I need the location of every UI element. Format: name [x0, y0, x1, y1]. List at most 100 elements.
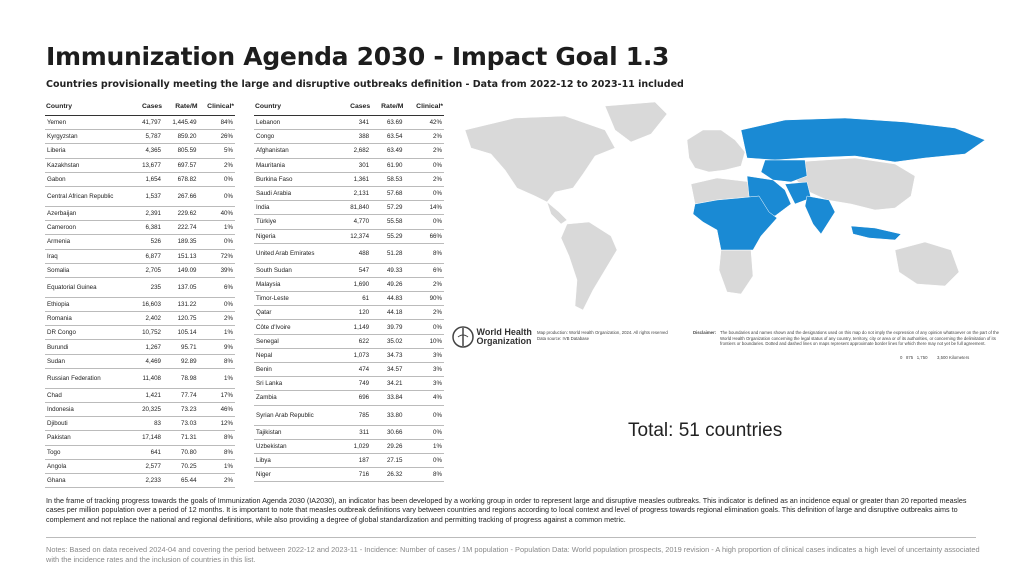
table-cell: 81,840	[339, 200, 372, 216]
subtitle: Countries provisionally meeting the larg…	[46, 79, 684, 90]
table-cell: 4%	[404, 390, 444, 406]
table-cell: 17%	[198, 388, 235, 404]
table-cell: 0%	[198, 172, 235, 187]
table-cell: Sudan	[45, 354, 134, 369]
table-row: Armenia 526 189.35 0%	[45, 234, 235, 250]
column-header: Rate/M	[371, 97, 405, 116]
table-cell: 49.33	[371, 263, 405, 278]
table-cell: 1,267	[134, 339, 163, 355]
table-cell: Benin	[254, 362, 340, 378]
table-cell: 3%	[404, 362, 444, 378]
table-row: Angola 2,577 70.25 1%	[45, 459, 235, 474]
table-cell: Mauritania	[254, 158, 340, 173]
table-cell: 66%	[404, 229, 444, 244]
table-cell: 641	[134, 445, 163, 460]
table-cell: 20,325	[134, 402, 163, 418]
table-cell: 716	[339, 467, 372, 483]
table-row: Benin 474 34.57 3%	[254, 362, 444, 378]
table-cell: 388	[339, 129, 372, 145]
table-cell: 1%	[198, 368, 235, 389]
table-row: Djibouti 83 73.03 12%	[45, 416, 235, 432]
table-cell: 131.22	[163, 297, 199, 313]
table-cell: Kyrgyzstan	[45, 129, 134, 145]
table-cell: Syrian Arab Republic	[254, 405, 340, 426]
table-cell: Azerbaijan	[45, 206, 134, 222]
table-cell: 63.49	[371, 143, 405, 159]
table-cell: 1%	[404, 439, 444, 454]
table-cell: 2,577	[134, 459, 163, 474]
table-cell: 30.66	[371, 425, 405, 440]
table-cell: 34.21	[371, 376, 405, 392]
table-cell: 0%	[404, 186, 444, 202]
table-cell: 187	[339, 453, 372, 469]
table-cell: 2,705	[134, 263, 163, 278]
total: Total: 51 countries	[628, 420, 783, 441]
table-cell: Iraq	[45, 249, 134, 264]
table-cell: 49.26	[371, 277, 405, 293]
who-name: World Health Organization	[476, 327, 532, 346]
table-cell: 678.82	[163, 172, 199, 187]
table-cell: 2,391	[134, 206, 163, 222]
table-cell: 1,537	[134, 186, 163, 207]
table-cell: Gabon	[45, 172, 134, 187]
table-cell: DR Congo	[45, 325, 134, 341]
table-cell: 1,421	[134, 388, 163, 404]
table-row: United Arab Emirates 488 51.28 8%	[254, 243, 444, 264]
table-cell: 61.90	[371, 158, 405, 173]
column-header: Cases	[339, 97, 372, 116]
table-cell: 12,374	[339, 229, 372, 244]
table-row: Afghanistan 2,682 63.49 2%	[254, 143, 444, 159]
map-production: Map production: World Health Organizatio…	[537, 330, 668, 335]
table-row: DR Congo 10,752 105.14 1%	[45, 325, 235, 341]
table-cell: 1%	[198, 325, 235, 341]
table-cell: 2,682	[339, 143, 372, 159]
table-cell: Ghana	[45, 473, 134, 489]
table-cell: Niger	[254, 467, 340, 483]
table-cell: 27.15	[371, 453, 405, 469]
table-row: Türkiye 4,770 55.58 0%	[254, 214, 444, 230]
table-cell: Sri Lanka	[254, 376, 340, 392]
table-cell: Congo	[254, 129, 340, 145]
table-row: Saudi Arabia 2,131 57.68 0%	[254, 186, 444, 202]
table-cell: 301	[339, 158, 372, 173]
table-cell: 488	[339, 243, 372, 264]
table-cell: 0%	[404, 453, 444, 469]
header-row: Country Cases Rate/M Clinical*	[254, 97, 444, 116]
table-row: Somalia 2,705 149.09 39%	[45, 263, 235, 278]
table-row: Zambia 696 33.84 4%	[254, 390, 444, 406]
table-cell: Armenia	[45, 234, 134, 250]
table-cell: South Sudan	[254, 263, 340, 278]
table-cell: Burundi	[45, 339, 134, 355]
table-cell: 547	[339, 263, 372, 278]
table-cell: 40%	[198, 206, 235, 222]
table-cell: 474	[339, 362, 372, 378]
table-cell: 235	[134, 277, 163, 298]
table-cell: 8%	[198, 445, 235, 460]
table-cell: Côte d'Ivoire	[254, 319, 340, 335]
table-cell: 2,402	[134, 311, 163, 327]
table-cell: 90%	[404, 291, 444, 307]
table-cell: 0%	[198, 234, 235, 250]
table-cell: 0%	[404, 319, 444, 335]
table-cell: Senegal	[254, 334, 340, 349]
table-cell: 1,690	[339, 277, 372, 293]
table-row: Central African Republic 1,537 267.66 0%	[45, 186, 235, 207]
table-row: Sudan 4,469 92.89 8%	[45, 354, 235, 369]
table-cell: 39.79	[371, 319, 405, 335]
table-cell: 749	[339, 376, 372, 392]
map-source: Data source: IVB Database	[537, 336, 590, 341]
table-cell: 311	[339, 425, 372, 440]
table-row: Togo 641 70.80 8%	[45, 445, 235, 460]
table-cell: 71.31	[163, 430, 199, 446]
table-cell: Türkiye	[254, 214, 340, 230]
column-header: Country	[254, 97, 340, 116]
table-cell: 55.29	[371, 229, 405, 244]
table-cell: 2%	[404, 172, 444, 187]
table-row: Gabon 1,654 678.82 0%	[45, 172, 235, 187]
table-cell: 805.59	[163, 143, 199, 159]
notes: Notes: Based on data received 2024-04 an…	[46, 545, 980, 564]
column-header: Clinical*	[404, 97, 444, 116]
table-cell: 51.28	[371, 243, 405, 264]
table-cell: 105.14	[163, 325, 199, 341]
table-cell: 222.74	[163, 220, 199, 236]
